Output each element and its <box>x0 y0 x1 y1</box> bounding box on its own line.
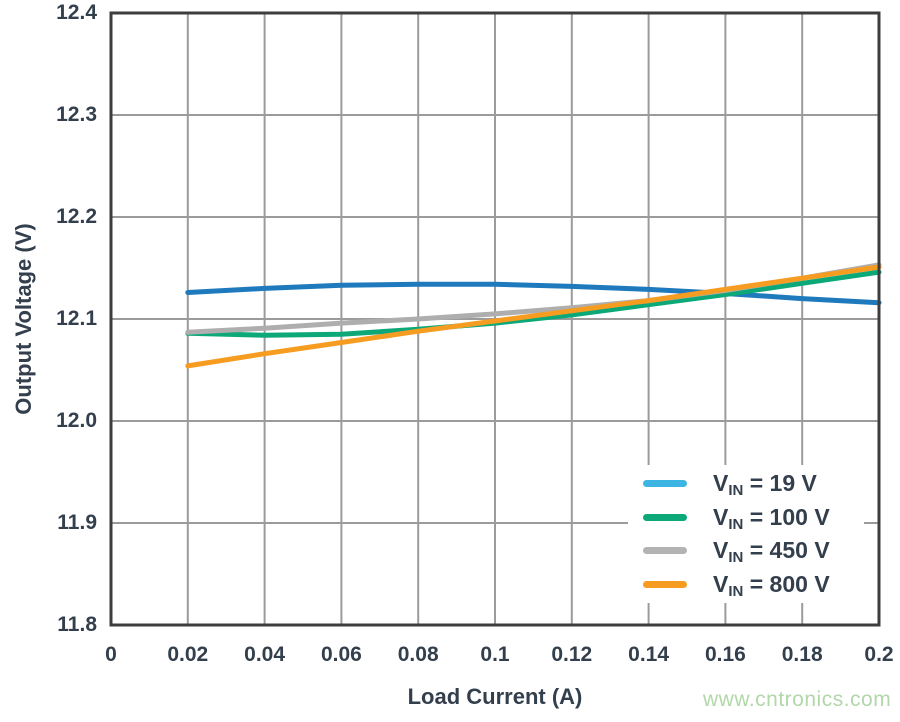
legend-swatch-icon <box>643 513 687 521</box>
legend-swatch-icon <box>643 480 687 488</box>
watermark: www.cntronics.com <box>703 688 892 711</box>
legend-swatch-icon <box>643 547 687 555</box>
x-tick-label: 0.04 <box>244 643 286 666</box>
series-line-1 <box>185 281 882 306</box>
y-tick-label: 12.2 <box>56 205 97 228</box>
x-tick-label: 0.08 <box>397 643 439 666</box>
plot-border <box>109 11 881 627</box>
y-tick-label: 12.0 <box>56 409 97 432</box>
y-tick-label: 12.1 <box>56 307 97 330</box>
legend-item-3: VIN = 450 V <box>628 536 864 566</box>
legend-label: VIN = 450 V <box>713 537 830 567</box>
series-line-4 <box>185 264 882 369</box>
legend-label: VIN = 800 V <box>713 570 830 600</box>
legend: VIN = 19 V VIN = 100 V VIN = 450 V VIN = 80… <box>628 465 864 603</box>
series-line-2 <box>185 269 882 338</box>
x-tick-label: 0.02 <box>167 643 209 666</box>
legend-item-2: VIN = 100 V <box>628 502 864 532</box>
legend-label: VIN = 100 V <box>713 503 830 533</box>
legend-item-1: VIN = 19 V <box>628 469 864 499</box>
y-tick-label: 11.9 <box>57 511 97 534</box>
x-tick-label: 0.16 <box>704 643 746 666</box>
x-tick-label: 0.2 <box>864 643 894 666</box>
legend-swatch-icon <box>643 580 687 588</box>
y-tick-label: 11.8 <box>57 613 97 636</box>
y-tick-label: 12.4 <box>56 1 97 24</box>
x-axis-label: Load Current (A) <box>407 684 583 709</box>
x-tick-label: 0.12 <box>551 643 593 666</box>
x-tick-label: 0.14 <box>628 643 670 666</box>
x-tick-label: 0.1 <box>480 643 510 666</box>
x-tick-label: 0.18 <box>781 643 823 666</box>
y-axis-label: Output Voltage (V) <box>11 223 36 415</box>
x-tick-label: 0.06 <box>320 643 362 666</box>
x-tick-label: 0 <box>105 643 117 666</box>
y-tick-label: 12.3 <box>56 103 97 126</box>
legend-item-4: VIN = 800 V <box>628 569 864 599</box>
legend-label: VIN = 19 V <box>713 470 817 500</box>
